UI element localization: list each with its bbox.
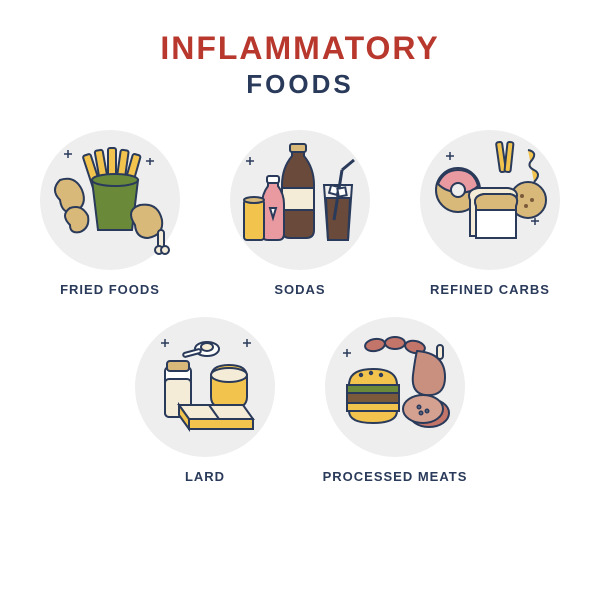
card-fried-foods: FRIED FOODS (30, 130, 190, 297)
label-lard: LARD (185, 469, 225, 484)
title-line-1: INFLAMMATORY (160, 30, 439, 67)
items-grid: FRIED FOODS (20, 130, 580, 484)
fried-foods-icon (40, 130, 180, 270)
circle-sodas (230, 130, 370, 270)
sodas-icon (230, 130, 370, 270)
label-fried-foods: FRIED FOODS (60, 282, 160, 297)
card-lard: LARD (125, 317, 285, 484)
circle-fried-foods (40, 130, 180, 270)
card-refined-carbs: REFINED CARBS (410, 130, 570, 297)
processed-meats-icon (325, 317, 465, 457)
card-processed-meats: PROCESSED MEATS (315, 317, 475, 484)
refined-carbs-icon (420, 130, 560, 270)
label-sodas: SODAS (274, 282, 325, 297)
title-line-2: FOODS (160, 69, 439, 100)
circle-refined-carbs (420, 130, 560, 270)
label-refined-carbs: REFINED CARBS (430, 282, 550, 297)
card-sodas: SODAS (220, 130, 380, 297)
circle-lard (135, 317, 275, 457)
lard-icon (135, 317, 275, 457)
label-processed-meats: PROCESSED MEATS (323, 469, 468, 484)
title-block: INFLAMMATORY FOODS (160, 30, 439, 100)
circle-processed-meats (325, 317, 465, 457)
